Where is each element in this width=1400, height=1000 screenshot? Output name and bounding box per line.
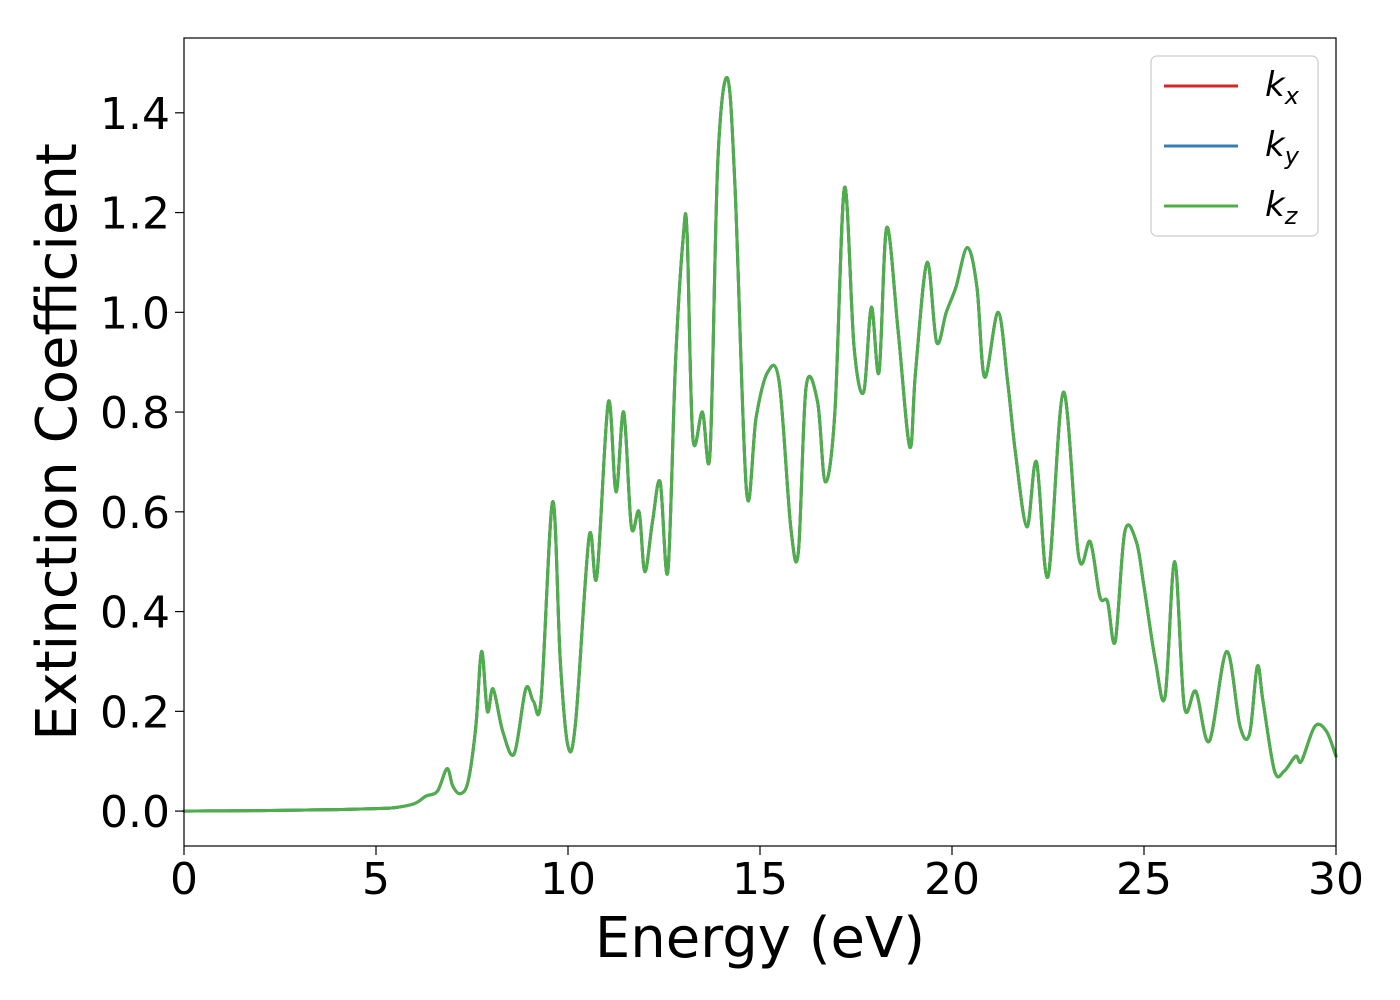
y-tick-label: 1.4 <box>100 89 170 140</box>
x-tick-label: 0 <box>170 854 198 905</box>
x-axis-ticks: 0 5 10 15 20 25 30 <box>170 846 1364 905</box>
x-tick-label: 25 <box>1116 854 1172 905</box>
x-tick-label: 20 <box>924 854 980 905</box>
y-tick-label: 0.8 <box>100 388 170 439</box>
x-tick-label: 5 <box>362 854 390 905</box>
y-tick-label: 0.0 <box>100 787 170 838</box>
series-line-kz <box>182 76 1338 813</box>
series-layer <box>182 76 1338 813</box>
y-axis-ticks: 0.0 0.2 0.4 0.6 0.8 1.0 1.2 1.4 <box>100 89 184 838</box>
y-tick-label: 1.0 <box>100 288 170 339</box>
x-axis-label: Energy (eV) <box>595 906 925 971</box>
y-tick-label: 0.6 <box>100 488 170 539</box>
x-tick-label: 10 <box>540 854 596 905</box>
x-tick-label: 30 <box>1308 854 1364 905</box>
y-tick-label: 0.2 <box>100 687 170 738</box>
y-axis-label: Extinction Coefficient <box>25 143 90 741</box>
y-tick-label: 1.2 <box>100 189 170 240</box>
y-tick-label: 0.4 <box>100 588 170 639</box>
x-tick-label: 15 <box>732 854 788 905</box>
